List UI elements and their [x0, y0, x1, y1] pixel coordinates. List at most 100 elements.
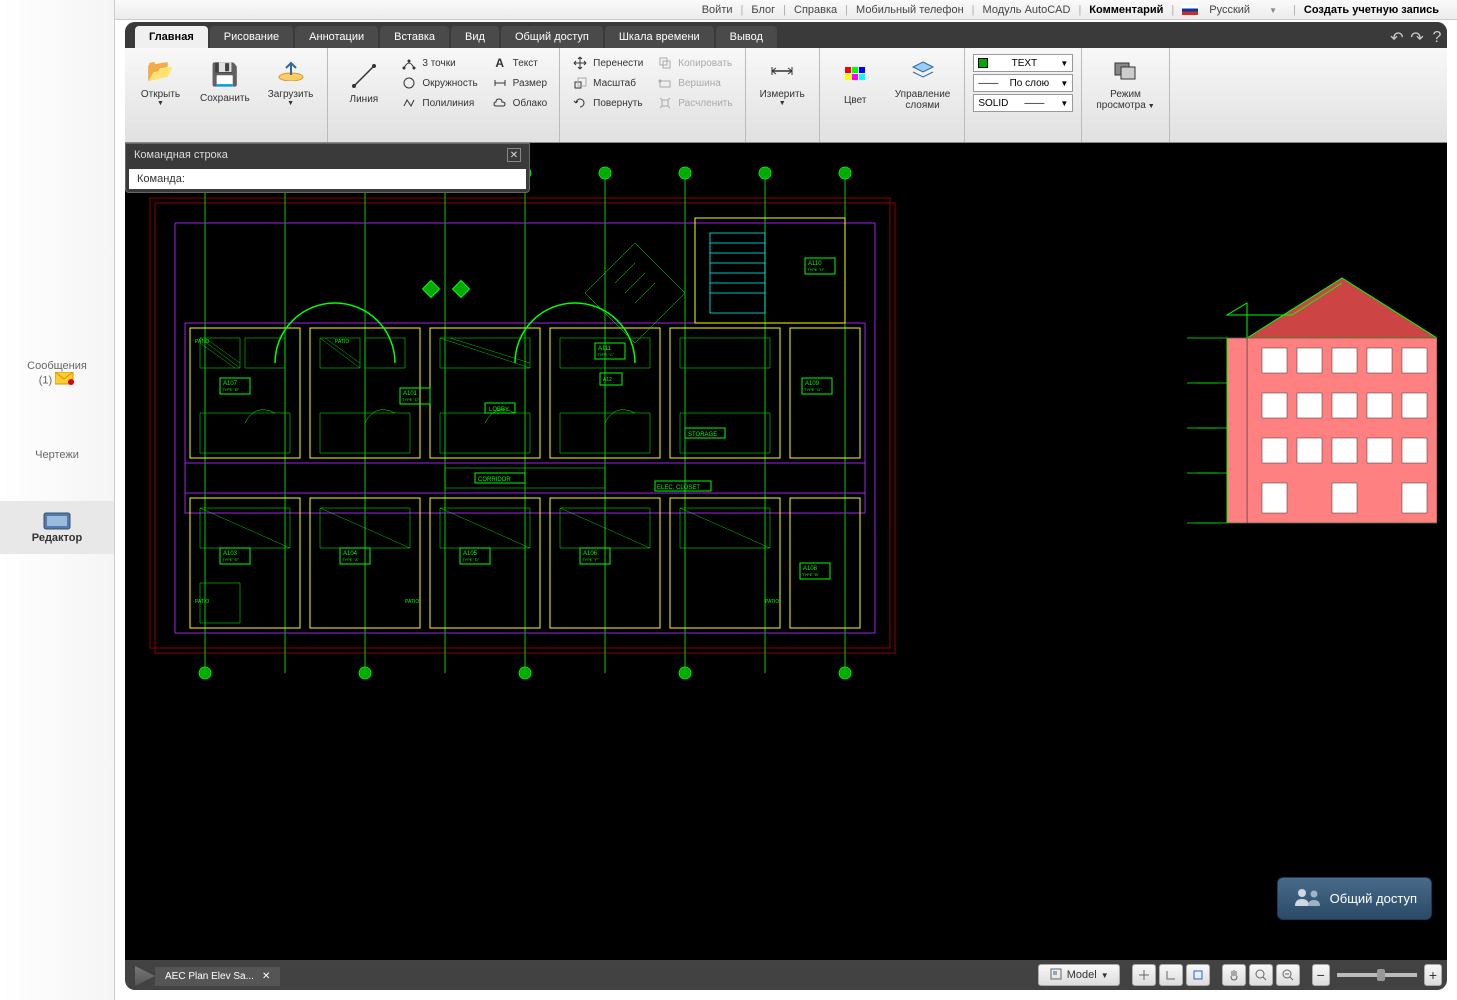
sidebar-editor[interactable]: Редактор: [0, 501, 114, 554]
mail-icon: [55, 372, 75, 389]
zoom-extents-button[interactable]: [1276, 964, 1300, 986]
tab-timeline[interactable]: Шкала времени: [605, 26, 714, 48]
flag-icon: [1182, 5, 1198, 15]
group-viewmode: Режим просмотра ▼: [1082, 48, 1169, 142]
users-icon: [1292, 886, 1322, 911]
lineweight-combo[interactable]: SOLID——▼: [973, 94, 1073, 112]
svg-text:PATIO: PATIO: [765, 599, 779, 605]
tab-next-icon[interactable]: ↷: [1407, 28, 1427, 48]
open-button[interactable]: 📂 Открыть ▼: [133, 53, 188, 110]
scale-icon: [572, 75, 588, 91]
autocad-link[interactable]: Модуль AutoCAD: [975, 4, 1079, 16]
drawing-canvas[interactable]: Командная строка ✕ Команда:: [125, 143, 1447, 960]
3points-button[interactable]: 3 точки: [397, 53, 481, 73]
vertex-button[interactable]: Вершина: [653, 73, 736, 93]
group-layers: Цвет Управление слоями: [820, 48, 966, 142]
model-icon: [1049, 967, 1063, 984]
load-button[interactable]: Загрузить ▼: [262, 53, 320, 110]
sidebar-drawings[interactable]: Чертежи: [0, 439, 114, 471]
file-tab[interactable]: AEC Plan Elev Sa... ✕: [155, 967, 280, 986]
rotate-button[interactable]: Повернуть: [568, 93, 647, 113]
svg-text:PATIO: PATIO: [405, 599, 419, 605]
save-button[interactable]: 💾 Сохранить: [194, 53, 256, 110]
command-window-title[interactable]: Командная строка ✕: [126, 144, 529, 166]
dimension-button[interactable]: Размер: [488, 73, 552, 93]
layers-button[interactable]: Управление слоями: [889, 53, 957, 114]
ortho-button[interactable]: [1159, 964, 1183, 986]
tab-draw[interactable]: Рисование: [210, 26, 293, 48]
tab-help-icon[interactable]: ?: [1427, 28, 1447, 48]
tab-output[interactable]: Вывод: [716, 26, 777, 48]
svg-text:STORAGE: STORAGE: [688, 432, 717, 438]
svg-text:TYPE "D": TYPE "D": [462, 557, 480, 562]
login-link[interactable]: Войти: [694, 4, 741, 16]
main-area: Главная Рисование Аннотации Вставка Вид …: [125, 22, 1447, 990]
tab-share[interactable]: Общий доступ: [501, 26, 603, 48]
text-button[interactable]: AТекст: [488, 53, 552, 73]
model-space-button[interactable]: Model ▼: [1038, 964, 1120, 986]
explode-button[interactable]: Расчленить: [653, 93, 736, 113]
save-icon: 💾: [210, 60, 240, 90]
command-input[interactable]: Команда:: [129, 169, 526, 189]
zoom-button[interactable]: [1249, 964, 1273, 986]
zoom-in-button[interactable]: +: [1424, 964, 1442, 986]
svg-text:PATIO: PATIO: [195, 599, 209, 605]
lang-selector[interactable]: Русский ▼: [1174, 4, 1293, 16]
slider-thumb[interactable]: [1377, 969, 1385, 981]
layer-combo[interactable]: TEXT▼: [973, 54, 1073, 72]
dimension-icon: [492, 75, 508, 91]
status-bar: Model ▼ − +: [1038, 963, 1442, 987]
measure-button[interactable]: Измерить ▼: [754, 53, 811, 110]
comment-link[interactable]: Комментарий: [1081, 4, 1171, 16]
zoom-slider[interactable]: [1337, 973, 1417, 977]
circle-button[interactable]: Окружность: [397, 73, 481, 93]
color-swatch-icon: [978, 58, 988, 68]
viewmode-button[interactable]: Режим просмотра ▼: [1090, 53, 1160, 114]
chevron-down-icon: ▼: [1060, 79, 1068, 88]
ribbon: 📂 Открыть ▼ 💾 Сохранить Загрузить ▼: [125, 48, 1447, 143]
svg-text:TYPE "C": TYPE "C": [597, 352, 615, 357]
layers-icon: [908, 56, 938, 86]
circle-icon: [401, 75, 417, 91]
color-button[interactable]: Цвет: [828, 53, 883, 114]
snap-grid-button[interactable]: [1132, 964, 1156, 986]
arc-icon: [401, 55, 417, 71]
scale-button[interactable]: Масштаб: [568, 73, 647, 93]
create-account-link[interactable]: Создать учетную запись: [1296, 4, 1447, 16]
mobile-link[interactable]: Мобильный телефон: [848, 4, 972, 16]
help-link[interactable]: Справка: [786, 4, 845, 16]
move-button[interactable]: Перенести: [568, 53, 647, 73]
left-sidebar: Сообщения (1) Чертежи Редактор: [0, 0, 115, 1000]
svg-text:TYPE "E": TYPE "E": [222, 557, 240, 562]
group-measure: Измерить ▼: [746, 48, 820, 142]
messages-label: Сообщения: [27, 360, 87, 372]
viewmode-icon: [1111, 56, 1141, 86]
tab-view[interactable]: Вид: [451, 26, 499, 48]
zoom-out-button[interactable]: −: [1312, 964, 1330, 986]
file-tab-bar: AEC Plan Elev Sa... ✕: [135, 965, 280, 987]
tab-main[interactable]: Главная: [135, 26, 208, 48]
elevation-drawing: [1187, 273, 1437, 553]
tab-prev-icon[interactable]: ↶: [1387, 28, 1407, 48]
explode-icon: [657, 95, 673, 111]
share-button[interactable]: Общий доступ: [1277, 877, 1432, 920]
command-window: Командная строка ✕ Команда:: [125, 143, 530, 193]
osnap-button[interactable]: [1186, 964, 1210, 986]
line-button[interactable]: Линия: [336, 53, 391, 113]
linetype-combo[interactable]: ——По слою▼: [973, 74, 1073, 92]
folder-open-icon: 📂: [146, 56, 176, 86]
tab-controls: ↶ ↷ ?: [1387, 28, 1447, 48]
close-icon[interactable]: ✕: [262, 971, 270, 982]
cloud-button[interactable]: Облако: [488, 93, 552, 113]
svg-text:LOBBY: LOBBY: [489, 407, 509, 413]
svg-text:PATIO: PATIO: [335, 339, 349, 345]
copy-button[interactable]: Копировать: [653, 53, 736, 73]
blog-link[interactable]: Блог: [743, 4, 783, 16]
move-icon: [572, 55, 588, 71]
sidebar-messages[interactable]: Сообщения (1): [0, 350, 114, 399]
close-icon[interactable]: ✕: [507, 148, 521, 162]
tab-insert[interactable]: Вставка: [380, 26, 449, 48]
tab-annot[interactable]: Аннотации: [295, 26, 378, 48]
pan-button[interactable]: [1222, 964, 1246, 986]
polyline-button[interactable]: Полилиния: [397, 93, 481, 113]
